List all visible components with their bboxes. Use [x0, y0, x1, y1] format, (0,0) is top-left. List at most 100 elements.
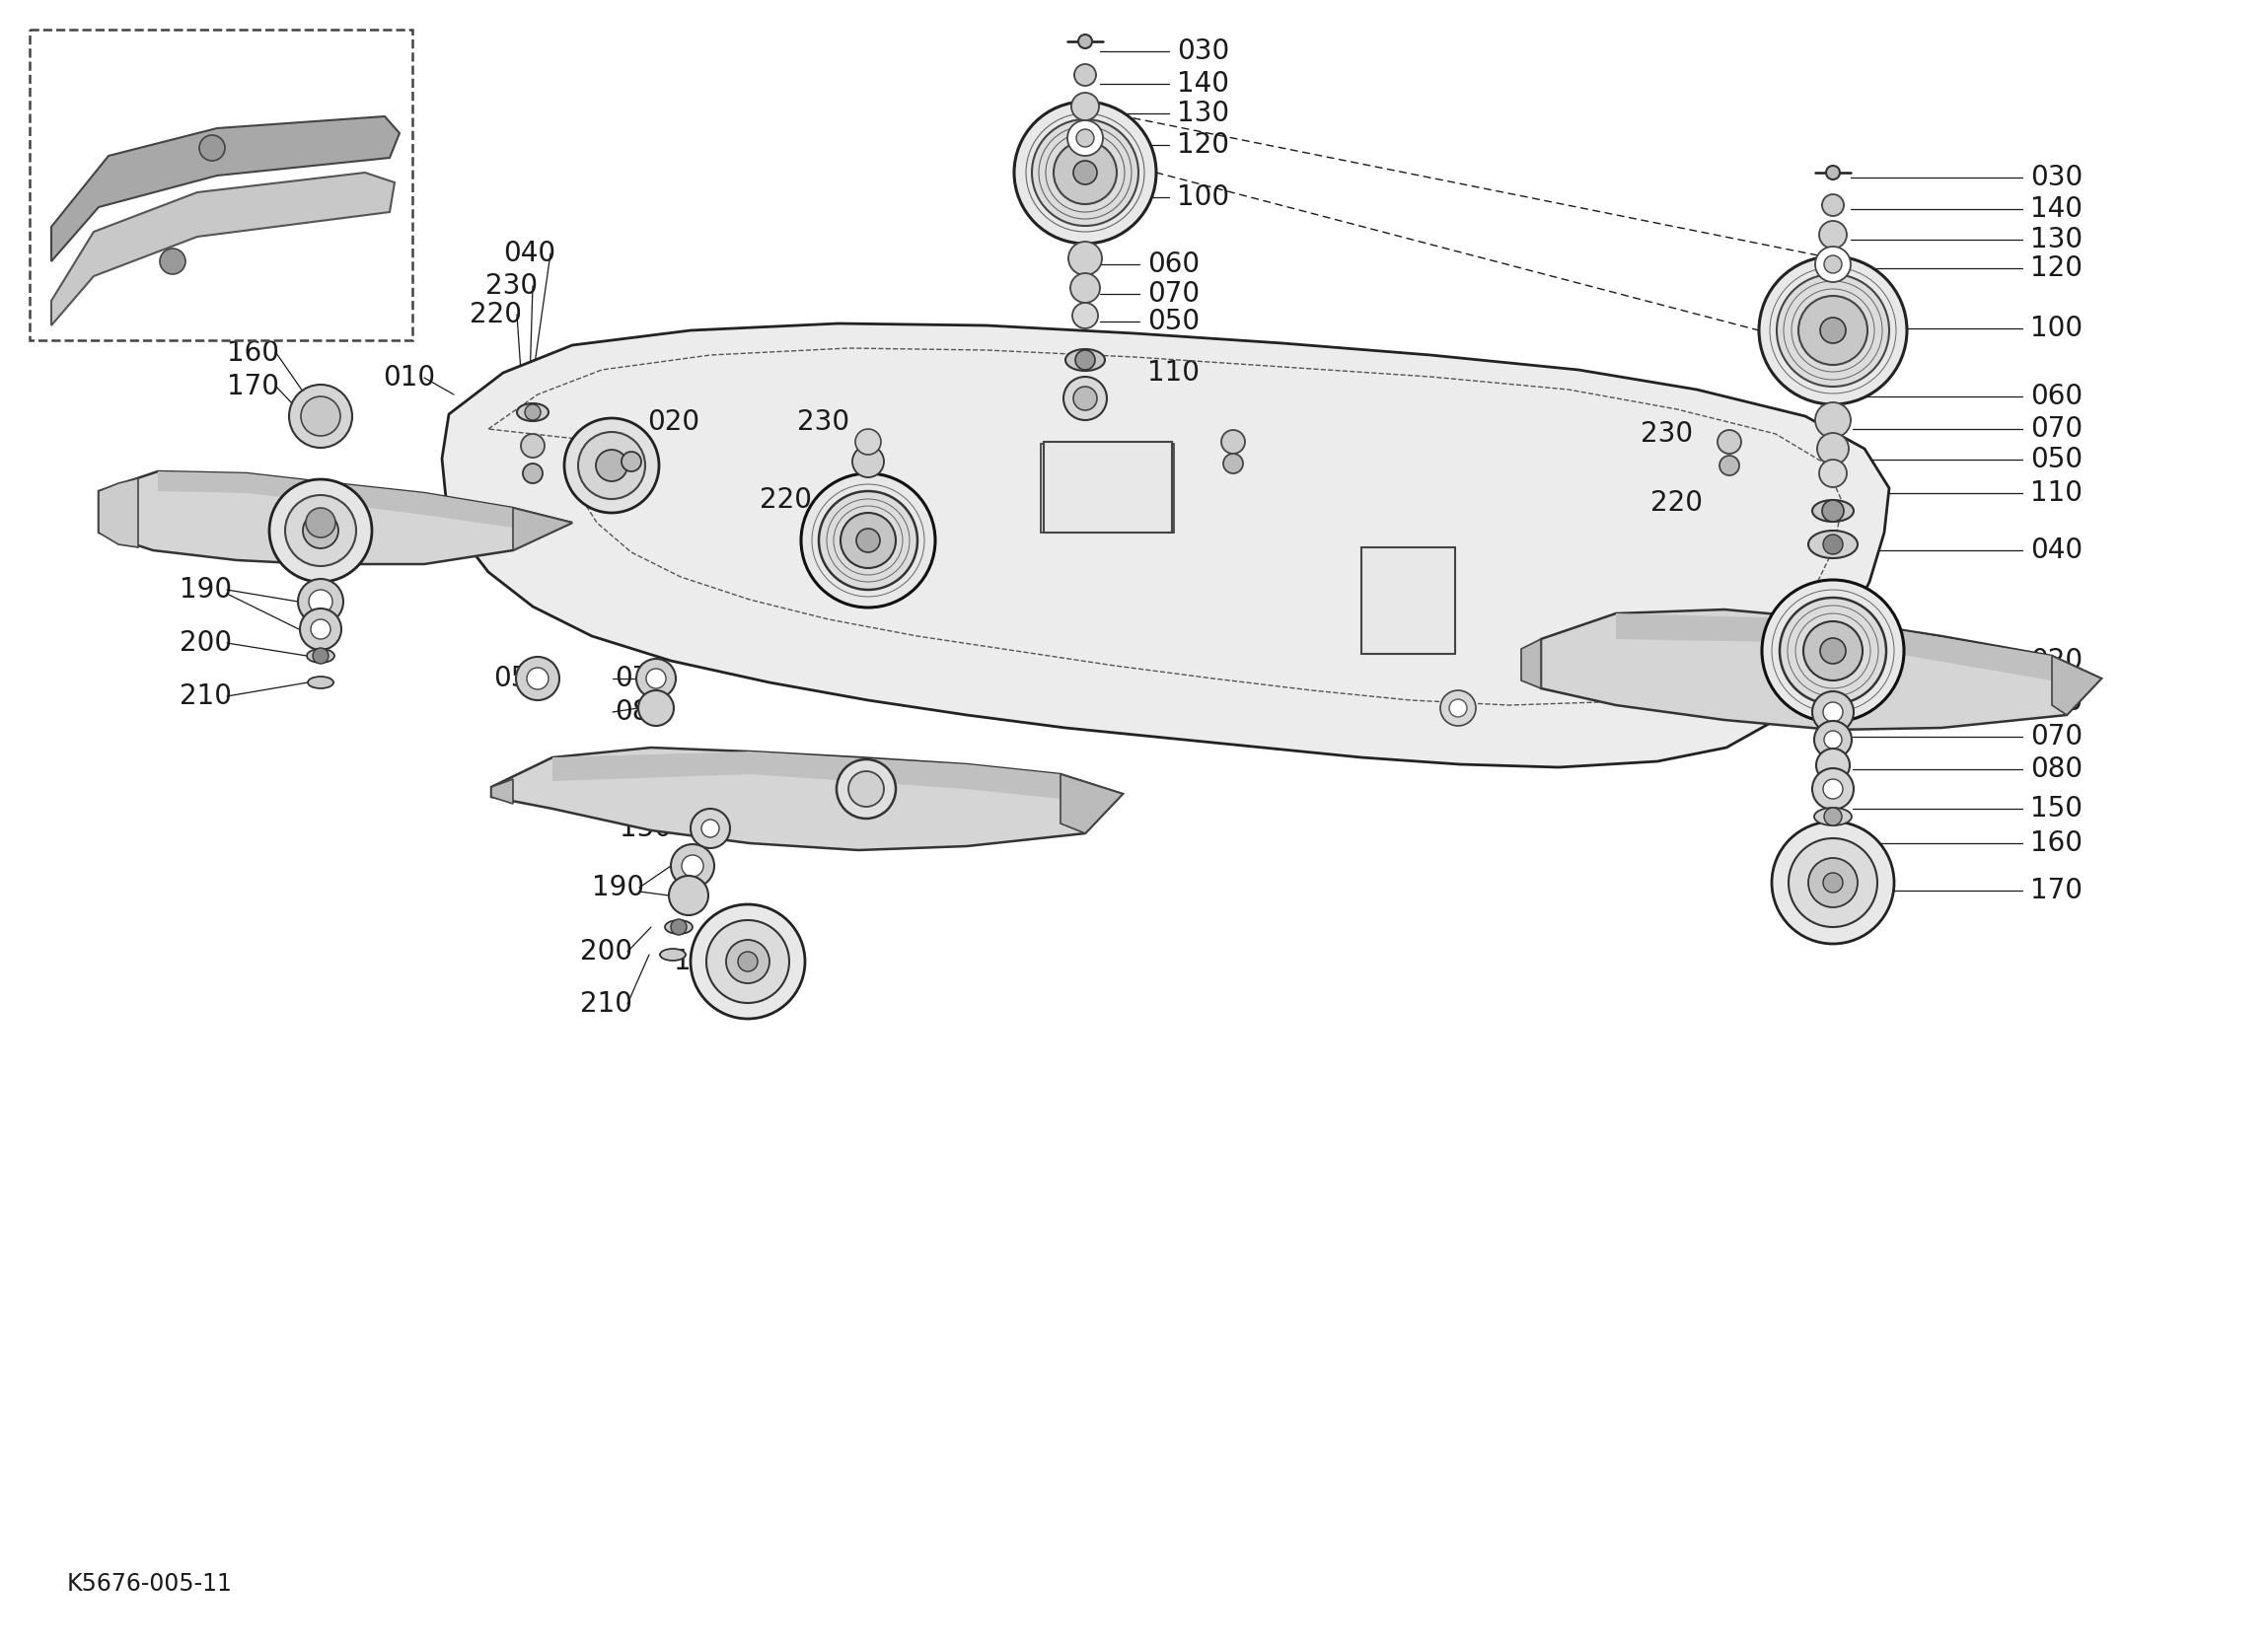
Text: 120: 120 [2030, 255, 2082, 281]
Circle shape [1823, 779, 1844, 798]
Text: 130: 130 [2030, 226, 2082, 253]
Text: 140: 140 [2030, 196, 2082, 222]
Circle shape [1440, 690, 1476, 726]
Circle shape [855, 430, 880, 454]
Circle shape [578, 431, 644, 499]
Polygon shape [1522, 639, 1540, 688]
Circle shape [1819, 459, 1846, 487]
Circle shape [308, 589, 333, 614]
Circle shape [1823, 535, 1844, 555]
Text: 040: 040 [503, 240, 556, 267]
Circle shape [1817, 433, 1848, 464]
Bar [1043, 441, 1173, 533]
Text: 200: 200 [179, 629, 231, 657]
Circle shape [304, 514, 338, 548]
Circle shape [1075, 351, 1095, 370]
Circle shape [1070, 273, 1100, 303]
Text: 230: 230 [485, 272, 538, 300]
Circle shape [1070, 92, 1100, 120]
Circle shape [853, 446, 885, 477]
Text: 020: 020 [646, 408, 699, 436]
Ellipse shape [306, 649, 333, 663]
Circle shape [596, 449, 628, 481]
Ellipse shape [1808, 530, 1857, 558]
Text: 210: 210 [581, 991, 633, 1017]
Circle shape [1823, 872, 1844, 892]
Polygon shape [98, 471, 572, 565]
Ellipse shape [665, 920, 692, 933]
Circle shape [1823, 731, 1842, 749]
Circle shape [1823, 703, 1844, 723]
Ellipse shape [1812, 500, 1853, 522]
Text: 100: 100 [1177, 183, 1229, 211]
Polygon shape [1041, 444, 1175, 533]
Text: 150: 150 [619, 815, 671, 843]
Bar [29, 30, 413, 341]
Circle shape [1075, 64, 1095, 86]
Circle shape [1817, 749, 1851, 782]
Polygon shape [52, 173, 395, 326]
Circle shape [313, 649, 329, 663]
Circle shape [1220, 430, 1245, 454]
Circle shape [299, 609, 342, 650]
Ellipse shape [1814, 808, 1851, 825]
Circle shape [1780, 597, 1887, 704]
Polygon shape [442, 324, 1889, 767]
Circle shape [1762, 579, 1903, 723]
Text: 030: 030 [1177, 38, 1229, 66]
Circle shape [311, 619, 331, 639]
Circle shape [1821, 639, 1846, 663]
Circle shape [848, 772, 885, 807]
Circle shape [1814, 402, 1851, 438]
Text: 130: 130 [1177, 100, 1229, 127]
Text: 220: 220 [1651, 489, 1703, 517]
Circle shape [1814, 721, 1851, 759]
Circle shape [270, 479, 372, 583]
Circle shape [302, 397, 340, 436]
Circle shape [524, 464, 542, 484]
Text: 190: 190 [592, 874, 644, 902]
Text: 050: 050 [1148, 308, 1200, 336]
Circle shape [689, 808, 730, 848]
Text: K5676-005-11: K5676-005-11 [68, 1572, 234, 1595]
Circle shape [522, 435, 544, 458]
Text: 030: 030 [2030, 163, 2082, 191]
Circle shape [726, 940, 769, 983]
Text: 070: 070 [2030, 723, 2082, 751]
Circle shape [621, 451, 642, 471]
Bar [1361, 548, 1456, 653]
Circle shape [1771, 821, 1894, 943]
Text: 220: 220 [760, 486, 812, 514]
Ellipse shape [308, 677, 333, 688]
Text: 150: 150 [2030, 795, 2082, 823]
Circle shape [837, 759, 896, 818]
Text: 110: 110 [1148, 359, 1200, 387]
Text: 080: 080 [615, 698, 667, 726]
Text: 210: 210 [179, 683, 231, 709]
Polygon shape [492, 779, 513, 803]
Circle shape [524, 405, 540, 420]
Circle shape [637, 690, 674, 726]
Text: 140: 140 [1177, 71, 1229, 97]
Text: 050: 050 [2030, 688, 2082, 716]
Text: 170: 170 [2030, 877, 2082, 904]
Text: 050: 050 [492, 665, 547, 693]
Circle shape [1821, 194, 1844, 216]
Circle shape [671, 918, 687, 935]
Text: 160: 160 [2030, 830, 2082, 858]
Text: 070: 070 [2030, 415, 2082, 443]
Polygon shape [2053, 655, 2100, 714]
Text: 180: 180 [179, 509, 231, 537]
Circle shape [1068, 120, 1102, 156]
Circle shape [1032, 119, 1139, 226]
Circle shape [841, 514, 896, 568]
Circle shape [526, 668, 549, 690]
Circle shape [1077, 35, 1093, 48]
Circle shape [1799, 296, 1867, 365]
Circle shape [801, 474, 934, 607]
Circle shape [857, 528, 880, 553]
Circle shape [1803, 621, 1862, 680]
Text: 180: 180 [674, 948, 726, 976]
Circle shape [1064, 377, 1107, 420]
Circle shape [1826, 166, 1839, 179]
